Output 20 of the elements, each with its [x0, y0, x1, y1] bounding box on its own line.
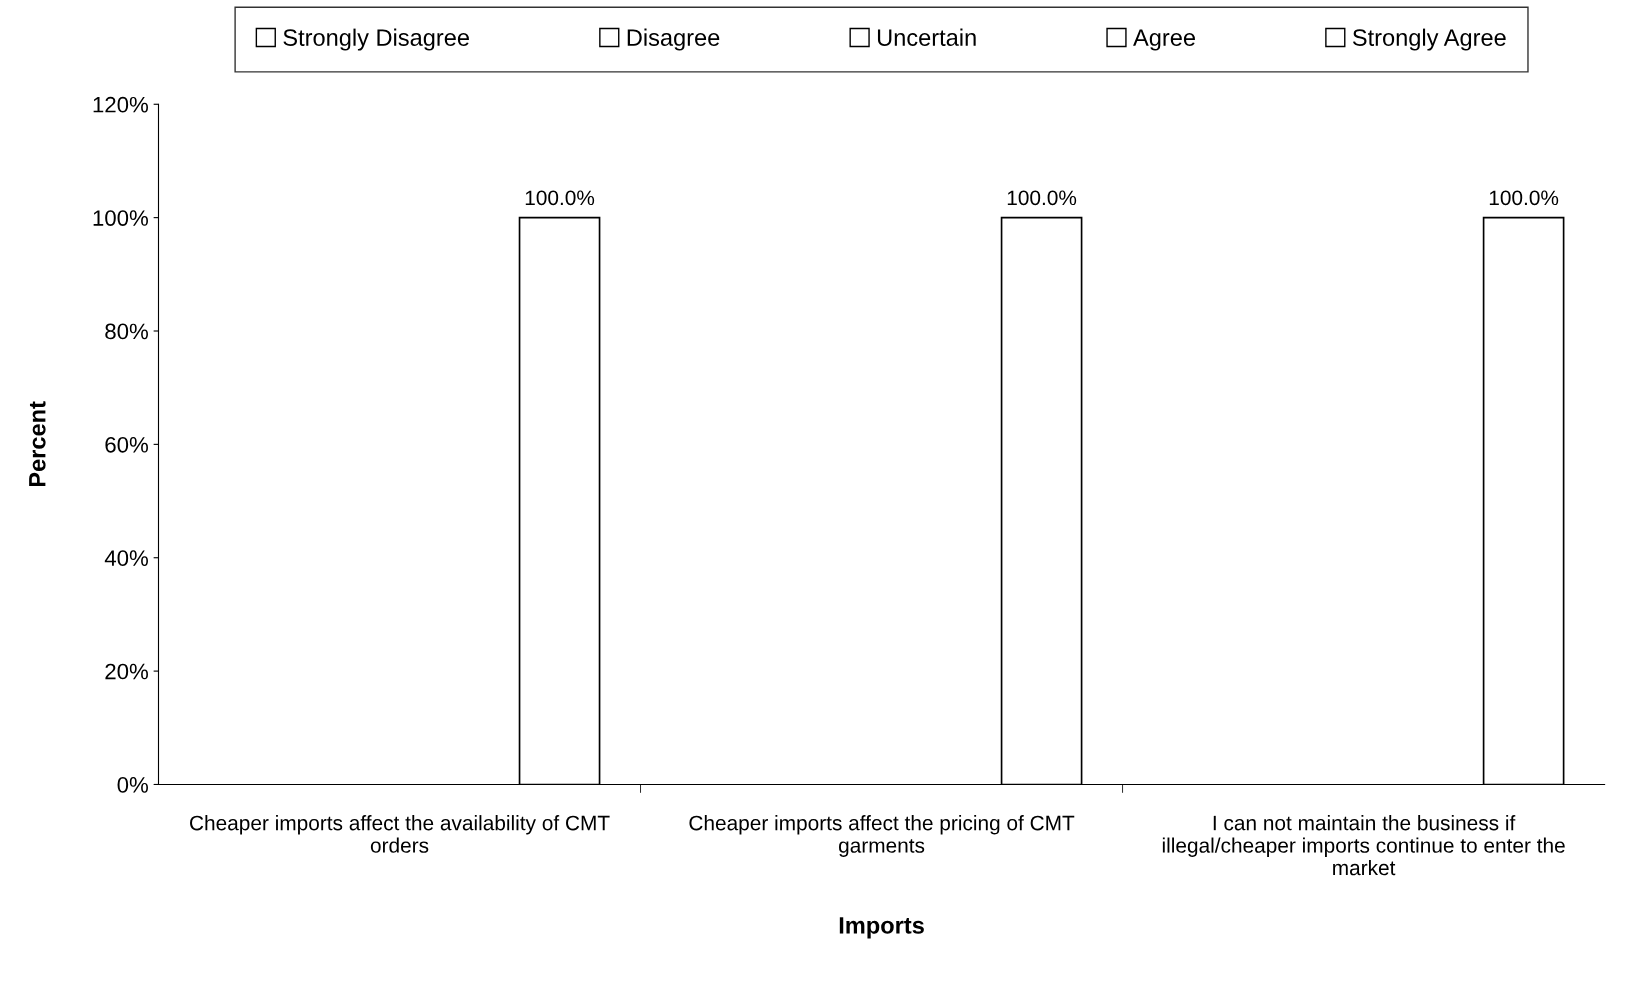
x-tick-label: Cheaper imports affect the availability of CMT orders	[190, 815, 610, 853]
x-axis-title: Imports	[839, 917, 924, 939]
legend-label: Uncertain	[877, 28, 976, 46]
data-label: 100.0%	[1007, 190, 1077, 206]
legend-label: Agree	[1133, 29, 1195, 51]
y-tick-label: 0%	[117, 777, 148, 793]
y-tick-label: 100%	[93, 210, 148, 226]
y-tick-label: 20%	[105, 663, 148, 680]
data-label: 100.0%	[525, 190, 595, 206]
y-axis-title: Percent	[29, 401, 46, 487]
legend-label: Disagree	[627, 28, 720, 51]
y-tick-label: 80%	[105, 323, 148, 340]
legend-label: Strongly Agree	[1352, 28, 1506, 51]
x-tick-label: I can not maintain the business if illegal/cheaper imports continue to enter the market	[1162, 815, 1565, 876]
legend-label: Strongly Disagree	[283, 28, 469, 51]
y-tick-label: 60%	[105, 436, 148, 453]
x-tick-label: Cheaper imports affect the pricing of CMT garments	[689, 815, 1075, 857]
y-tick-label: 120%	[93, 96, 148, 113]
data-label: 100.0%	[1489, 190, 1559, 206]
y-tick-label: 40%	[104, 550, 148, 567]
